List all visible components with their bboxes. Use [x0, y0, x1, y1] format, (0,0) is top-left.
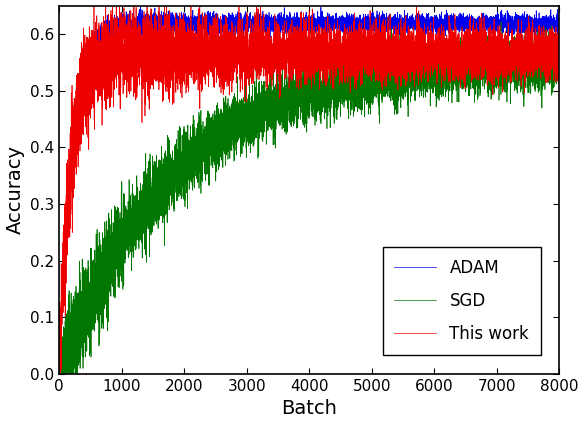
ADAM [237, 19, 244, 24]
SGD [426, 83, 433, 88]
This work [556, 52, 563, 57]
SGD [556, 69, 563, 74]
This work [352, 53, 359, 59]
Line: SGD: SGD [60, 22, 559, 374]
This work [374, 41, 381, 46]
SGD [352, 77, 359, 82]
This work [91, 3, 98, 8]
X-axis label: Batch: Batch [281, 399, 337, 418]
ADAM [556, 19, 563, 24]
SGD [498, 20, 505, 25]
Line: ADAM: ADAM [60, 6, 559, 374]
ADAM [56, 371, 63, 376]
This work [81, 69, 88, 74]
ADAM [352, 25, 359, 30]
SGD [453, 78, 460, 83]
SGD [56, 371, 63, 377]
ADAM [453, 21, 460, 26]
SGD [237, 112, 244, 117]
Line: This work: This work [60, 6, 559, 374]
This work [453, 57, 460, 62]
ADAM [426, 22, 433, 28]
ADAM [137, 4, 144, 9]
Legend: ADAM, SGD, This work: ADAM, SGD, This work [383, 247, 541, 354]
This work [56, 368, 63, 374]
Y-axis label: Accuracy: Accuracy [6, 145, 25, 234]
SGD [373, 84, 380, 89]
This work [237, 45, 244, 50]
ADAM [81, 66, 88, 71]
ADAM [373, 22, 380, 27]
This work [56, 371, 63, 377]
This work [426, 43, 433, 48]
SGD [81, 328, 88, 333]
